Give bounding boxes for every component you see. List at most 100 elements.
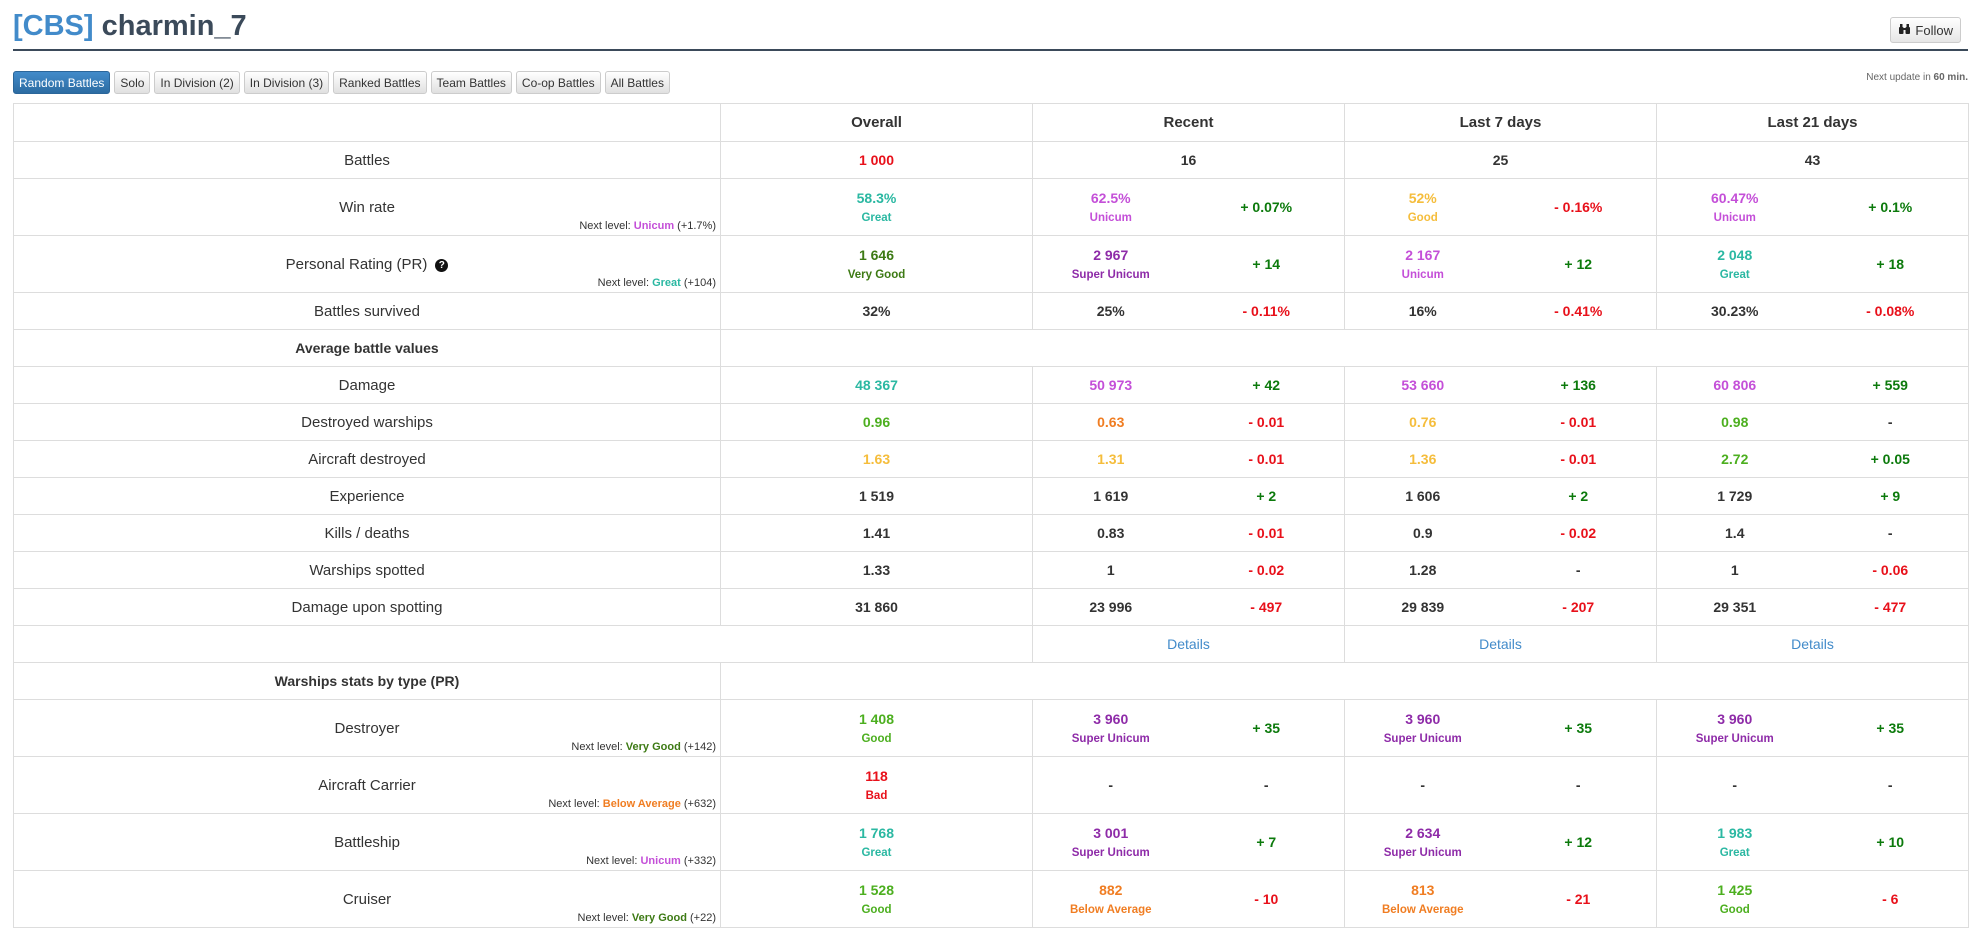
recent-value-cell: - xyxy=(1032,756,1189,814)
last-7-days-delta: - xyxy=(1575,777,1581,793)
last-7-days-delta: - xyxy=(1575,562,1581,578)
tab-co-op-battles[interactable]: Co-op Battles xyxy=(515,71,601,94)
last-21-days-delta-cell: - xyxy=(1812,403,1969,441)
stat-label-cell: Warships spotted xyxy=(13,551,721,589)
tab-all-battles[interactable]: All Battles xyxy=(604,71,670,94)
last-7-days-delta: + 2 xyxy=(1568,488,1589,504)
last-7-days-value: 0.9 xyxy=(1413,525,1433,541)
tab-in-division-3[interactable]: In Division (3) xyxy=(243,71,330,94)
overall-cell: 1 646 Very Good xyxy=(720,235,1033,293)
stat-label-cell: Battles survived xyxy=(13,292,721,330)
clan-tag-link[interactable]: [CBS] xyxy=(13,10,94,42)
last-21-days-delta-cell: - 0.08% xyxy=(1812,292,1969,330)
last-21-days-value: 1 425 xyxy=(1717,882,1753,898)
last-21-days-value-cell: 1 983 Great xyxy=(1656,813,1813,871)
overall-cell: 1 528 Good xyxy=(720,870,1033,928)
column-header-recent: Recent xyxy=(1032,103,1345,142)
page-title: [CBS] charmin_7 xyxy=(13,10,247,43)
stat-label-cell: Battles xyxy=(13,141,721,179)
stat-label: Destroyed warships xyxy=(301,413,433,431)
last-7-days-delta: - 0.01 xyxy=(1560,414,1597,430)
recent-value-cell: 0.83 xyxy=(1032,514,1189,552)
last-7-days-delta: - 0.01 xyxy=(1560,451,1597,467)
last-21-days-delta-cell: + 559 xyxy=(1812,366,1969,404)
section-row: Average battle values xyxy=(13,329,1969,367)
tab-in-division-2[interactable]: In Division (2) xyxy=(154,71,240,94)
section-empty xyxy=(720,662,1969,700)
recent-delta-cell: + 14 xyxy=(1188,235,1345,293)
last-7-days-delta-cell: - xyxy=(1500,551,1657,589)
last-21-days-delta-cell: - xyxy=(1812,514,1969,552)
last-21-days-rating: Great xyxy=(1719,847,1750,859)
last-7-days-delta-cell: - 207 xyxy=(1500,588,1657,626)
last-21-days-value: 1 729 xyxy=(1717,488,1753,504)
stat-label: Personal Rating (PR) xyxy=(285,255,428,273)
last-7-days-value-cell: 2 634 Super Unicum xyxy=(1344,813,1501,871)
recent-value-cell: 3 960 Super Unicum xyxy=(1032,699,1189,757)
last-7-days-value-cell: 0.9 xyxy=(1344,514,1501,552)
recent-rating: Unicum xyxy=(1089,212,1132,224)
last-7-days-delta: - 0.41% xyxy=(1554,303,1603,319)
last-7-days-value: 2 634 xyxy=(1405,825,1441,841)
last-21-days-value-cell: 1.4 xyxy=(1656,514,1813,552)
stat-row-battleship: Battleship Next level: Unicum (+332) 1 768… xyxy=(13,813,1969,871)
next-level-name: Very Good xyxy=(625,741,681,753)
recent-delta-cell: + 7 xyxy=(1188,813,1345,871)
question-circle-icon[interactable]: ? xyxy=(435,258,449,272)
last-21-days-value-cell: 0.98 xyxy=(1656,403,1813,441)
section-empty xyxy=(720,329,1969,367)
recent-value-cell: 23 996 xyxy=(1032,588,1189,626)
details-link-recent[interactable]: Details xyxy=(1167,635,1210,652)
recent-delta-cell: - 10 xyxy=(1188,870,1345,928)
overall-cell: 58.3% Great xyxy=(720,178,1033,236)
stat-label-cell: Cruiser Next level: Very Good (+22) xyxy=(13,870,721,928)
last-21-days-value-cell: 2.72 xyxy=(1656,440,1813,478)
last-21-days-delta: + 35 xyxy=(1876,720,1905,736)
last-21-days-rating: Unicum xyxy=(1713,212,1756,224)
last-7-days-delta-cell: + 12 xyxy=(1500,235,1657,293)
recent-delta: - xyxy=(1263,777,1269,793)
details-empty xyxy=(13,625,1033,663)
next-update-prefix: Next update in xyxy=(1866,72,1934,83)
tab-random-battles[interactable]: Random Battles xyxy=(13,71,111,94)
recent-value: 3 960 xyxy=(1093,711,1129,727)
details-link-last-21-days[interactable]: Details xyxy=(1791,635,1834,652)
last-7-days-delta-cell: - 0.41% xyxy=(1500,292,1657,330)
last-7-days-value: 1.36 xyxy=(1409,451,1437,467)
recent-delta-cell: - 0.01 xyxy=(1188,514,1345,552)
recent-delta-cell: - 0.01 xyxy=(1188,403,1345,441)
last-7-days-value-cell: 3 960 Super Unicum xyxy=(1344,699,1501,757)
details-link-last-7-days[interactable]: Details xyxy=(1479,635,1522,652)
recent-delta: - 0.02 xyxy=(1248,562,1285,578)
next-level-delta: (+332) xyxy=(680,855,716,867)
last-7-days-value-cell: 2 167 Unicum xyxy=(1344,235,1501,293)
next-level-prefix: Next level: xyxy=(579,220,634,232)
tab-solo[interactable]: Solo xyxy=(114,71,151,94)
last-21-days-value: 3 960 xyxy=(1717,711,1753,727)
next-level-delta: (+142) xyxy=(680,741,716,753)
recent-value: 1.31 xyxy=(1097,451,1125,467)
last-21-days-delta: - xyxy=(1887,525,1893,541)
last-7-days-cell: 25 xyxy=(1344,141,1657,179)
last-21-days-value: 2.72 xyxy=(1721,451,1749,467)
follow-button[interactable]: Follow xyxy=(1890,17,1961,43)
overall-value: 1 768 xyxy=(858,825,895,841)
overall-value: 48 367 xyxy=(855,377,898,393)
recent-rating: Super Unicum xyxy=(1071,733,1150,745)
last-21-days-delta-cell: + 9 xyxy=(1812,477,1969,515)
stat-label-cell: Damage xyxy=(13,366,721,404)
last-21-days-delta: - 0.06 xyxy=(1872,562,1909,578)
last-21-days-delta: - xyxy=(1887,777,1893,793)
last-21-days-delta: + 10 xyxy=(1876,834,1905,850)
recent-value-cell: 25% xyxy=(1032,292,1189,330)
last-21-days-value-cell: - xyxy=(1656,756,1813,814)
last-7-days-value-cell: 813 Below Average xyxy=(1344,870,1501,928)
tab-team-battles[interactable]: Team Battles xyxy=(430,71,512,94)
stat-row-destroyer: Destroyer Next level: Very Good (+142) 1 4… xyxy=(13,699,1969,757)
last-7-days-value-cell: 16% xyxy=(1344,292,1501,330)
stats-table: Overall Recent Last 7 days Last 21 days … xyxy=(13,103,1969,928)
recent-value: 62.5% xyxy=(1090,190,1131,206)
player-name: charmin_7 xyxy=(101,10,247,42)
table-header-row: Overall Recent Last 7 days Last 21 days xyxy=(13,103,1969,142)
tab-ranked-battles[interactable]: Ranked Battles xyxy=(333,71,427,94)
